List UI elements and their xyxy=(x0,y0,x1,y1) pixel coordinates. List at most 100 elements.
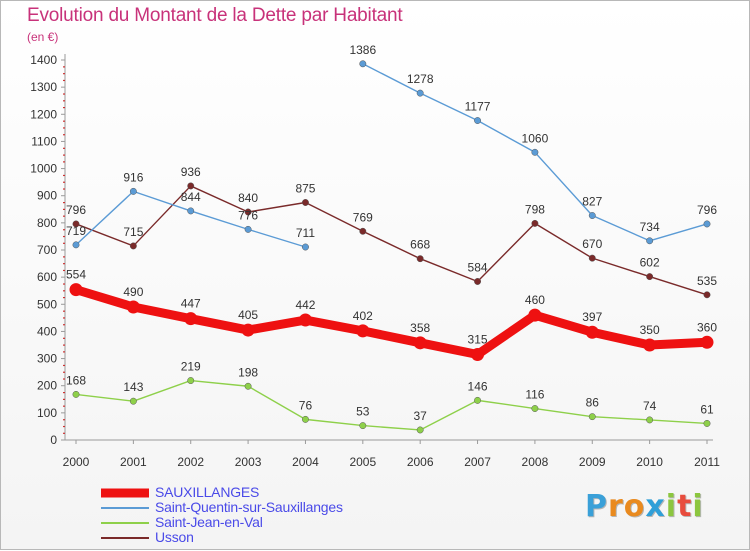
series-line xyxy=(75,185,708,296)
data-point xyxy=(359,227,367,235)
data-label: 442 xyxy=(295,298,315,312)
y-minor-tick xyxy=(63,283,65,285)
y-tick-label: 600 xyxy=(37,270,57,284)
series-line xyxy=(75,379,708,431)
data-label: 798 xyxy=(525,202,545,216)
data-point xyxy=(588,212,596,219)
data-point xyxy=(302,199,309,206)
legend-swatch xyxy=(101,521,149,524)
y-minor-tick xyxy=(63,127,65,129)
legend-swatch xyxy=(101,536,149,539)
x-tick-label: 2003 xyxy=(235,455,262,469)
data-label: 535 xyxy=(697,274,717,288)
data-label: 776 xyxy=(238,208,258,222)
data-point xyxy=(72,390,80,398)
data-label: 397 xyxy=(582,310,602,324)
data-label: 168 xyxy=(66,373,86,387)
y-minor-tick xyxy=(63,344,65,346)
chart-title: Evolution du Montant de la Dette par Hab… xyxy=(27,5,403,26)
data-point xyxy=(703,291,711,299)
data-point xyxy=(703,419,711,427)
y-minor-tick xyxy=(63,392,65,394)
data-label: 61 xyxy=(700,402,714,416)
data-label: 402 xyxy=(353,309,373,323)
y-minor-tick xyxy=(63,242,65,244)
data-point xyxy=(474,278,481,285)
data-point xyxy=(471,348,485,361)
y-minor-tick xyxy=(63,263,65,265)
y-minor-tick xyxy=(63,310,65,312)
data-point xyxy=(474,396,481,404)
data-label: 719 xyxy=(66,224,86,238)
y-tick-label: 200 xyxy=(37,379,57,393)
data-label: 198 xyxy=(238,365,258,379)
data-point xyxy=(302,243,309,251)
y-minor-tick xyxy=(63,100,65,102)
y-minor-tick xyxy=(63,107,65,109)
x-tick-label: 2009 xyxy=(579,455,606,469)
legend-label: Saint-Jean-en-Val xyxy=(155,514,263,530)
y-minor-tick xyxy=(63,371,65,373)
logo-letter: o xyxy=(623,489,646,524)
data-point xyxy=(298,313,312,327)
y-minor-tick xyxy=(63,398,65,400)
y-minor-tick xyxy=(63,134,65,136)
data-label: 715 xyxy=(123,225,143,239)
y-minor-tick xyxy=(63,297,65,299)
data-label: 769 xyxy=(353,210,373,224)
y-minor-tick xyxy=(63,337,65,339)
x-tick-label: 2011 xyxy=(694,455,720,469)
data-point xyxy=(129,242,137,250)
data-label: 916 xyxy=(123,170,143,184)
data-label: 143 xyxy=(123,380,143,394)
data-point xyxy=(69,283,83,297)
y-tick-label: 1200 xyxy=(30,107,57,121)
data-label: 53 xyxy=(356,405,370,419)
y-minor-tick xyxy=(63,432,65,434)
logo-letter: x xyxy=(645,489,666,524)
y-minor-tick xyxy=(63,181,65,183)
data-point xyxy=(72,241,80,249)
data-label: 86 xyxy=(586,396,600,410)
data-point xyxy=(187,182,195,190)
data-label: 875 xyxy=(295,182,315,196)
y-minor-tick xyxy=(63,290,65,292)
y-minor-tick xyxy=(63,66,65,68)
y-minor-tick xyxy=(63,256,65,258)
data-point xyxy=(359,422,367,430)
data-label: 219 xyxy=(181,360,201,374)
y-minor-tick xyxy=(63,419,65,421)
y-minor-tick xyxy=(63,161,65,163)
data-point xyxy=(244,382,252,390)
data-point xyxy=(646,237,654,245)
y-tick-label: 0 xyxy=(50,433,57,447)
y-tick-label: 100 xyxy=(37,406,57,420)
y-minor-tick xyxy=(63,425,65,428)
y-tick-label: 900 xyxy=(37,189,57,203)
y-minor-tick xyxy=(63,147,65,149)
data-point xyxy=(700,335,714,349)
y-tick-label: 500 xyxy=(37,297,57,311)
y-tick-label: 400 xyxy=(37,324,57,338)
data-label: 844 xyxy=(181,190,201,204)
x-tick-label: 2007 xyxy=(464,455,491,469)
y-minor-tick xyxy=(63,364,65,367)
y-minor-tick xyxy=(63,235,65,238)
data-point xyxy=(588,413,596,421)
y-minor-tick xyxy=(63,324,65,326)
data-point xyxy=(531,405,539,412)
data-point xyxy=(356,324,370,338)
y-minor-tick xyxy=(63,154,65,156)
data-point xyxy=(531,148,539,156)
data-label: 315 xyxy=(468,333,488,347)
data-label: 584 xyxy=(468,260,488,274)
data-label: 76 xyxy=(299,398,313,412)
data-point xyxy=(646,416,654,424)
data-point xyxy=(585,325,599,339)
data-point xyxy=(703,220,711,228)
data-point xyxy=(643,338,657,352)
data-label: 146 xyxy=(468,379,488,393)
y-minor-tick xyxy=(63,174,65,177)
data-point xyxy=(416,89,424,97)
